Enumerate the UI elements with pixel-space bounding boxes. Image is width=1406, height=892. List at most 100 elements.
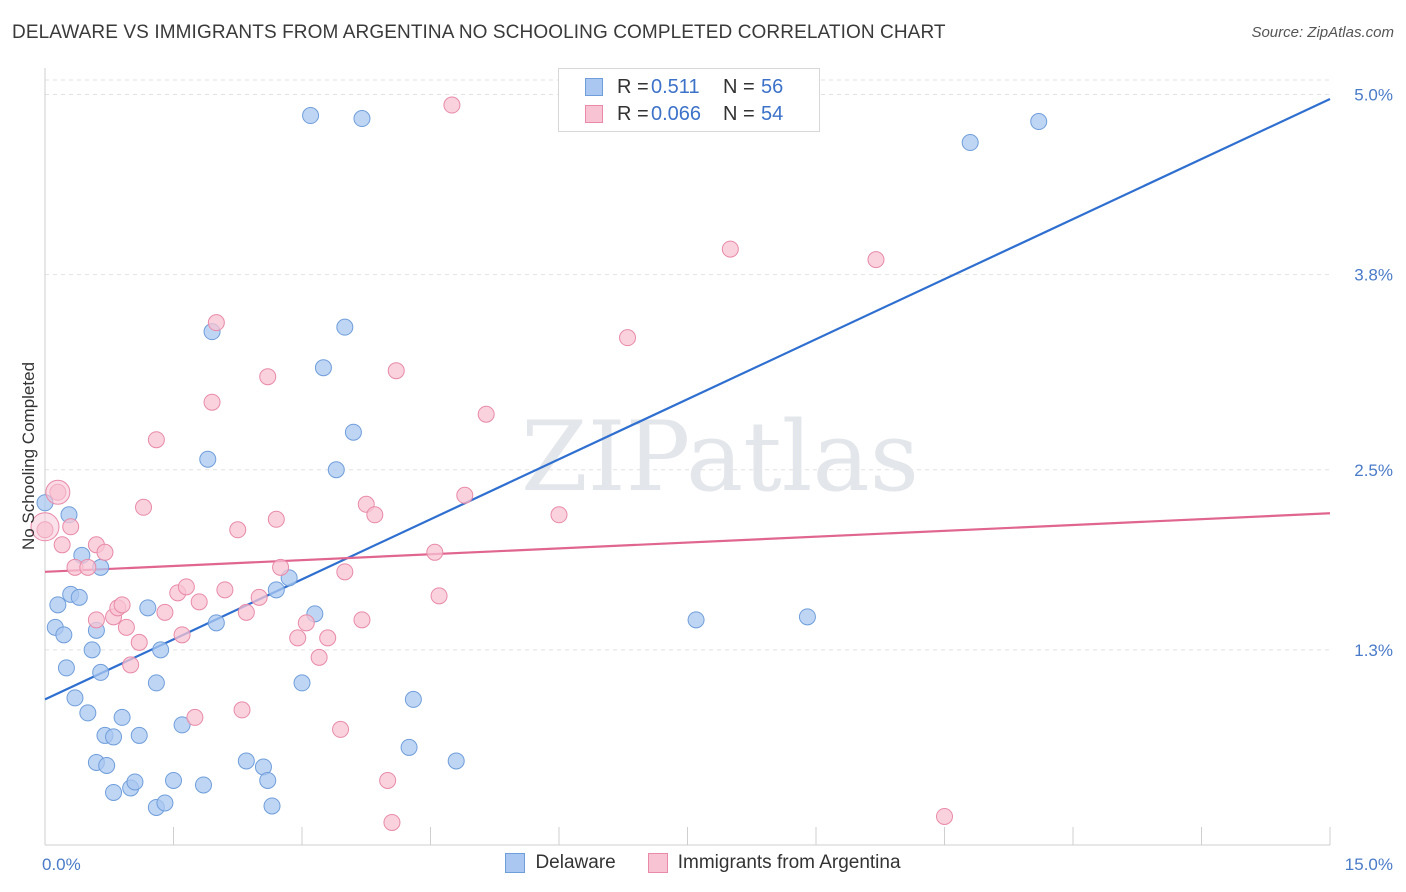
point-delaware[interactable] (126, 773, 144, 791)
n-value: 54 (761, 102, 784, 125)
point-argentina[interactable] (721, 240, 739, 258)
point-argentina[interactable] (456, 486, 474, 504)
y-tick-label: 1.3% (1354, 641, 1393, 660)
point-argentina[interactable] (550, 506, 568, 524)
point-argentina[interactable] (122, 656, 140, 674)
n-label: N = (723, 102, 755, 125)
point-delaware[interactable] (961, 134, 979, 152)
point-argentina-large[interactable] (30, 512, 60, 542)
axes (44, 68, 1331, 846)
point-argentina[interactable] (289, 629, 307, 647)
legend-row-argentina: R = 0.066 N = 54 (585, 101, 783, 127)
point-delaware[interactable] (302, 107, 320, 125)
point-argentina[interactable] (216, 581, 234, 599)
point-argentina[interactable] (87, 611, 105, 629)
point-delaware[interactable] (400, 738, 418, 756)
point-argentina-large[interactable] (45, 479, 71, 505)
point-delaware[interactable] (70, 588, 88, 606)
point-argentina[interactable] (332, 720, 350, 738)
point-argentina[interactable] (207, 314, 225, 332)
point-delaware[interactable] (199, 450, 217, 468)
point-delaware[interactable] (57, 659, 75, 677)
point-delaware[interactable] (259, 771, 277, 789)
point-delaware[interactable] (447, 752, 465, 770)
point-argentina[interactable] (936, 807, 953, 825)
point-delaware[interactable] (139, 599, 157, 617)
point-delaware[interactable] (344, 423, 362, 441)
point-argentina[interactable] (297, 614, 315, 632)
stats-legend: R = 0.511 N = 56 R = 0.066 N = 54 (558, 68, 820, 132)
point-delaware[interactable] (147, 674, 165, 692)
point-delaware[interactable] (798, 608, 816, 626)
point-argentina[interactable] (96, 543, 114, 561)
point-delaware[interactable] (105, 783, 123, 801)
point-argentina[interactable] (237, 603, 255, 621)
point-delaware[interactable] (83, 641, 101, 659)
point-argentina[interactable] (387, 362, 405, 380)
point-argentina[interactable] (379, 771, 397, 789)
point-argentina[interactable] (443, 96, 461, 114)
point-argentina[interactable] (310, 648, 328, 666)
point-argentina[interactable] (186, 708, 204, 726)
point-argentina[interactable] (336, 563, 354, 581)
point-argentina[interactable] (135, 498, 153, 516)
point-argentina[interactable] (190, 593, 208, 611)
point-delaware[interactable] (156, 794, 174, 812)
point-delaware[interactable] (173, 716, 191, 734)
point-delaware[interactable] (165, 771, 182, 789)
point-delaware[interactable] (130, 726, 148, 744)
point-argentina[interactable] (79, 558, 97, 576)
point-argentina[interactable] (173, 626, 191, 644)
point-argentina[interactable] (353, 611, 371, 629)
point-delaware[interactable] (207, 614, 225, 632)
point-argentina[interactable] (62, 518, 80, 536)
point-argentina[interactable] (130, 633, 148, 651)
point-argentina[interactable] (113, 596, 131, 614)
point-argentina[interactable] (319, 629, 337, 647)
point-argentina[interactable] (619, 329, 637, 347)
point-argentina[interactable] (383, 813, 401, 831)
point-argentina[interactable] (426, 543, 444, 561)
point-argentina[interactable] (267, 510, 285, 528)
point-delaware[interactable] (314, 359, 332, 377)
point-delaware[interactable] (98, 756, 116, 774)
point-delaware[interactable] (237, 752, 255, 770)
point-delaware[interactable] (293, 674, 311, 692)
point-argentina[interactable] (229, 521, 247, 539)
point-argentina[interactable] (272, 558, 290, 576)
point-delaware[interactable] (327, 461, 345, 479)
point-argentina[interactable] (867, 251, 885, 269)
legend-item-delaware[interactable]: Delaware (505, 852, 616, 874)
point-argentina[interactable] (233, 701, 251, 719)
point-delaware[interactable] (79, 704, 97, 722)
point-delaware[interactable] (267, 581, 285, 599)
point-delaware[interactable] (49, 596, 67, 614)
point-argentina[interactable] (147, 431, 165, 449)
point-delaware[interactable] (263, 797, 281, 815)
point-delaware[interactable] (687, 611, 705, 629)
point-argentina[interactable] (477, 405, 495, 423)
point-argentina[interactable] (117, 618, 135, 636)
point-delaware[interactable] (55, 626, 73, 644)
point-delaware[interactable] (353, 110, 371, 128)
point-argentina[interactable] (259, 368, 277, 386)
point-delaware[interactable] (66, 689, 84, 707)
point-delaware[interactable] (92, 663, 110, 681)
r-label: R = (617, 102, 649, 125)
point-delaware[interactable] (336, 318, 354, 336)
point-argentina[interactable] (250, 588, 268, 606)
point-argentina[interactable] (53, 536, 71, 554)
point-delaware[interactable] (404, 690, 422, 708)
point-argentina[interactable] (156, 603, 174, 621)
legend-item-argentina[interactable]: Immigrants from Argentina (647, 852, 901, 874)
point-delaware[interactable] (1030, 113, 1048, 131)
point-delaware[interactable] (194, 776, 212, 794)
point-argentina[interactable] (430, 587, 448, 605)
point-argentina[interactable] (203, 393, 221, 411)
point-delaware[interactable] (113, 708, 131, 726)
point-delaware[interactable] (105, 728, 123, 746)
point-argentina[interactable] (366, 506, 384, 524)
point-argentina[interactable] (177, 578, 195, 596)
r-value: 0.511 (651, 75, 700, 98)
point-delaware[interactable] (152, 641, 170, 659)
